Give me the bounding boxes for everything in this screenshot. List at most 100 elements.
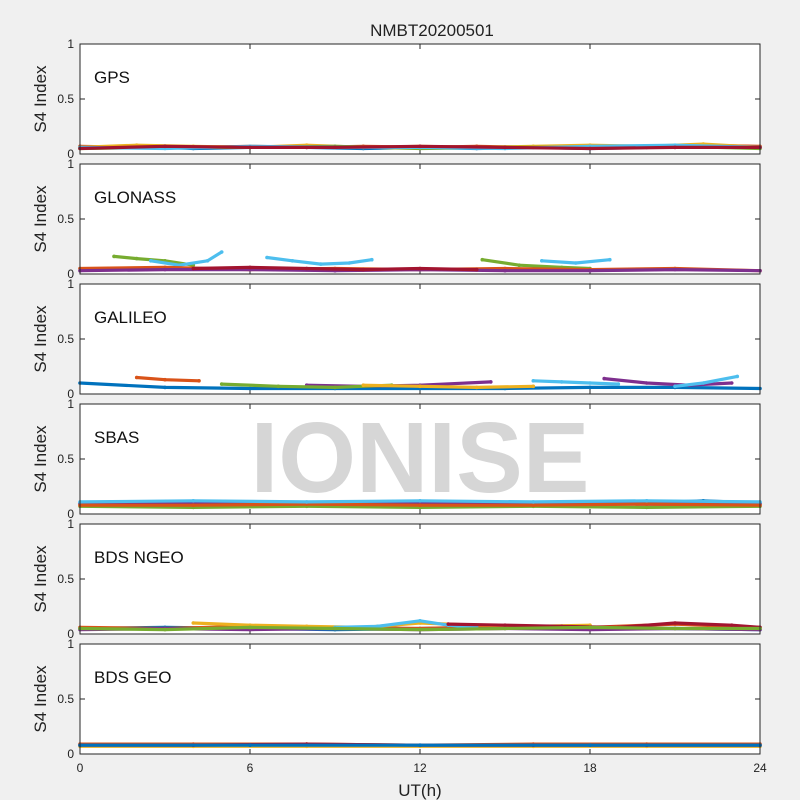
y-axis-label: S4 Index — [31, 425, 50, 493]
data-point — [531, 379, 536, 383]
data-point — [248, 145, 252, 150]
data-point — [205, 259, 210, 263]
panel-frame — [79, 403, 761, 515]
y-tick-label: 0 — [67, 267, 74, 281]
data-point — [644, 381, 649, 385]
data-point — [290, 259, 295, 263]
y-axis-label: S4 Index — [31, 185, 50, 253]
y-tick-label: 1 — [67, 397, 74, 411]
data-point — [347, 261, 352, 265]
data-point — [517, 263, 521, 268]
y-axis-label: S4 Index — [31, 545, 50, 613]
data-point — [163, 385, 167, 390]
data-point — [163, 627, 167, 632]
data-point — [248, 386, 252, 391]
data-point — [729, 381, 734, 385]
data-point — [503, 623, 507, 627]
data-point — [370, 257, 374, 262]
x-axis-label: UT(h) — [398, 781, 441, 800]
y-tick-label: 0.5 — [57, 212, 74, 226]
x-axis: 0 6 12 18 24 — [77, 761, 767, 775]
data-point — [588, 381, 592, 385]
panel-plot-area — [80, 524, 760, 634]
data-point — [673, 267, 677, 272]
data-point — [474, 267, 479, 272]
data-point — [644, 499, 649, 503]
data-point — [418, 266, 422, 271]
data-point — [191, 503, 196, 508]
panel-plot-area — [80, 644, 760, 754]
data-point — [163, 267, 167, 272]
data-point — [418, 499, 422, 503]
panel-frame — [79, 163, 761, 275]
y-tick-label: 0 — [67, 387, 74, 401]
data-point — [276, 384, 281, 389]
y-tick-label: 0.5 — [57, 92, 74, 106]
data-point — [735, 374, 740, 379]
panel-2: 0 0.5 1 S4 Index GALILEO — [31, 277, 762, 401]
data-point — [418, 503, 422, 508]
panel-4: 0 0.5 1 S4 Index BDS NGEO — [31, 517, 762, 641]
x-tick-label: 6 — [247, 761, 254, 775]
y-tick-label: 0 — [67, 747, 74, 761]
data-point — [304, 500, 309, 504]
data-point — [197, 379, 201, 383]
y-tick-label: 1 — [67, 637, 74, 651]
panel-plot-area — [80, 164, 760, 274]
system-label: GLONASS — [94, 188, 176, 207]
data-point — [248, 265, 252, 270]
data-point — [701, 381, 706, 385]
data-point — [503, 268, 507, 273]
data-point — [191, 621, 196, 625]
data-point — [588, 146, 592, 151]
system-label: GPS — [94, 68, 130, 87]
data-point — [361, 383, 366, 388]
panel-1: 0 0.5 1 S4 Index GLONASS — [31, 157, 762, 281]
panel-frame — [79, 643, 761, 755]
data-point — [219, 250, 224, 254]
data-point — [531, 384, 536, 389]
series-line — [361, 383, 535, 389]
data-point — [540, 259, 544, 263]
data-point — [418, 627, 422, 632]
data-point — [474, 385, 479, 390]
data-point — [480, 257, 485, 262]
data-point — [446, 622, 451, 626]
data-point — [673, 145, 677, 150]
data-point — [163, 377, 167, 382]
x-tick-label: 0 — [77, 761, 84, 775]
panel-plot-area — [80, 44, 760, 154]
data-point — [418, 619, 422, 623]
panel-plot-area — [80, 404, 760, 514]
data-point — [489, 380, 493, 384]
x-tick-label: 12 — [413, 761, 427, 775]
system-label: GALILEO — [94, 308, 167, 327]
y-tick-label: 1 — [67, 277, 74, 291]
ionise-watermark: IONISE — [251, 402, 590, 514]
data-point — [333, 145, 337, 150]
series-line — [531, 379, 620, 386]
panel-0: 0 0.5 1 S4 Index GPS — [31, 37, 762, 161]
data-point — [588, 743, 592, 747]
y-tick-label: 0.5 — [57, 692, 74, 706]
series-line — [191, 265, 479, 272]
data-point — [729, 623, 734, 627]
series-line — [149, 250, 224, 267]
data-point — [304, 266, 309, 271]
y-axis-label: S4 Index — [31, 665, 50, 733]
system-label: BDS NGEO — [94, 548, 184, 567]
data-point — [248, 743, 252, 747]
data-point — [644, 505, 649, 510]
data-point — [503, 626, 507, 631]
data-point — [574, 261, 578, 265]
panel-5: 0 0.5 1 S4 Index BDS GEO — [31, 637, 762, 761]
x-tick-label: 18 — [583, 761, 597, 775]
y-tick-label: 0 — [67, 507, 74, 521]
data-point — [616, 382, 621, 386]
y-tick-label: 1 — [67, 517, 74, 531]
data-point — [673, 626, 677, 631]
data-point — [177, 263, 181, 268]
y-axis-label: S4 Index — [31, 305, 50, 373]
x-tick-label: 24 — [753, 761, 767, 775]
